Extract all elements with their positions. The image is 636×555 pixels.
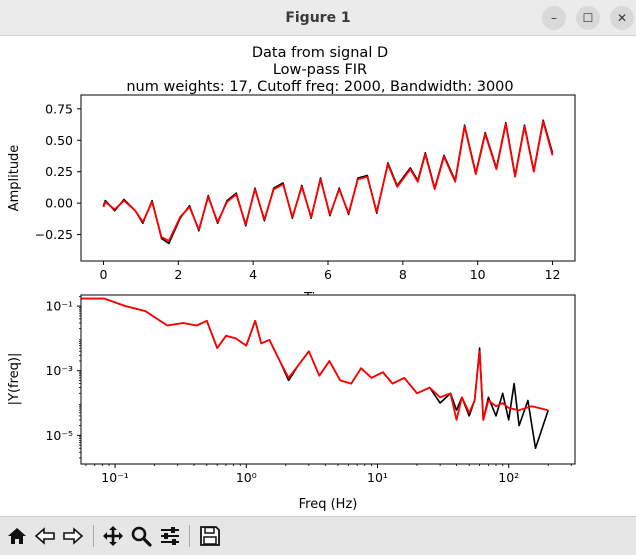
home-icon	[8, 528, 26, 544]
minimize-button[interactable]: –	[542, 6, 566, 30]
y-tick-label: 0.75	[45, 101, 73, 116]
chart-title-line-2: Low-pass FIR	[273, 62, 367, 78]
x-tick-label: 12	[545, 267, 561, 282]
arrow-left-icon	[34, 527, 55, 545]
y-axis-label: Amplitude	[7, 145, 22, 212]
sliders-icon	[161, 527, 179, 545]
axes-background	[81, 95, 575, 261]
y-tick-label: 10⁻³	[45, 363, 73, 378]
figure-svg: Data from signal D Low-pass FIR num weig…	[7, 45, 576, 512]
x-tick-label: 10⁻¹	[101, 470, 129, 485]
x-tick-label: 10¹	[367, 470, 388, 485]
toolbar-separator	[93, 525, 94, 547]
y-tick-label: 0.25	[45, 164, 73, 179]
magnifier-icon	[131, 526, 152, 547]
minimize-icon: –	[551, 11, 557, 25]
move-icon	[103, 526, 123, 546]
forward-button[interactable]	[59, 522, 87, 550]
chart-title-line-3: num weights: 17, Cutoff freq: 2000, Band…	[126, 79, 513, 95]
figure-canvas[interactable]: Data from signal D Low-pass FIR num weig…	[0, 36, 636, 516]
x-tick-label: 2	[174, 267, 182, 282]
x-ticks: 10⁻¹ 10⁰ 10¹ 10²	[85, 464, 572, 485]
axes-frame	[80, 294, 576, 465]
pan-button[interactable]	[99, 522, 127, 550]
y-tick-label: 10⁻⁵	[45, 428, 73, 443]
floppy-disk-icon	[200, 526, 220, 546]
x-tick-label: 0	[99, 267, 107, 282]
arrow-right-icon	[63, 527, 84, 545]
x-tick-label: 10	[470, 267, 486, 282]
axes-frame	[80, 94, 576, 262]
series-group	[102, 119, 554, 245]
x-tick-label: 4	[249, 267, 257, 282]
zoom-button[interactable]	[127, 522, 155, 550]
maximize-icon: ☐	[582, 11, 594, 25]
navigation-toolbar	[0, 516, 636, 555]
axes-background	[81, 295, 575, 464]
filtered-signal-line	[81, 297, 549, 421]
y-tick-label: 10⁻¹	[45, 299, 73, 314]
y-axis-label: |Y(freq)|	[7, 353, 22, 406]
home-button[interactable]	[3, 522, 31, 550]
maximize-button[interactable]: ☐	[576, 6, 600, 30]
x-tick-label: 6	[324, 267, 332, 282]
x-ticks: 0 2 4 6 8 10 12	[99, 261, 560, 282]
close-button[interactable]: ✕	[610, 6, 634, 30]
y-ticks: 10⁻⁵ 10⁻³ 10⁻¹	[45, 295, 81, 459]
x-tick-label: 8	[399, 267, 407, 282]
y-tick-label: 0.50	[45, 133, 73, 148]
frequency-domain-axes[interactable]: 10⁻¹ 10⁰ 10¹ 10² 10⁻⁵ 10⁻³ 10⁻¹ Freq (Hz) |Y(…	[7, 294, 576, 512]
y-tick-label: 0.00	[45, 196, 73, 211]
filtered-signal-line	[102, 120, 554, 242]
x-axis-label: Freq (Hz)	[299, 497, 358, 512]
close-icon: ✕	[616, 11, 628, 25]
back-button[interactable]	[31, 522, 59, 550]
series-group	[81, 297, 549, 450]
y-tick-label: −0.25	[35, 227, 73, 242]
window-title: Figure 1	[285, 10, 351, 26]
window-titlebar: Figure 1 – ☐ ✕	[0, 0, 636, 36]
chart-title-line-1: Data from signal D	[252, 45, 388, 61]
x-tick-label: 10²	[498, 470, 519, 485]
save-button[interactable]	[196, 522, 224, 550]
x-tick-label: 10⁰	[236, 470, 257, 485]
configure-subplots-button[interactable]	[156, 522, 184, 550]
toolbar-separator	[189, 525, 190, 547]
y-ticks: −0.25 0.00 0.25 0.50 0.75	[35, 101, 81, 242]
